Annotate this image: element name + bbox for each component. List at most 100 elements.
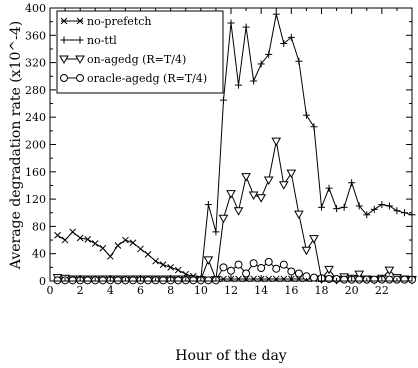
data-point-triangle	[226, 190, 236, 199]
data-point-triangle	[278, 181, 289, 190]
data-point-triangle	[271, 137, 282, 147]
data-point-triangle	[75, 55, 85, 65]
data-point-circle	[400, 275, 409, 284]
data-point-circle	[219, 263, 228, 272]
legend-label: no-prefetch	[87, 15, 151, 28]
x-tick-label: 8	[167, 284, 174, 297]
data-point-x-stroke	[76, 234, 84, 242]
data-point-circle	[204, 276, 213, 285]
data-point-triangle	[286, 169, 297, 179]
data-point-x-stroke	[60, 17, 68, 25]
data-point-triangle	[354, 270, 365, 280]
data-point-x-stroke	[106, 253, 114, 260]
data-point-triangle	[309, 235, 319, 244]
data-point-circle	[234, 260, 243, 269]
data-point-circle	[174, 276, 183, 285]
data-point-triangle	[248, 191, 259, 201]
data-point-circle	[385, 275, 394, 284]
data-point-circle	[83, 276, 92, 285]
x-tick-label: 16	[284, 284, 298, 297]
data-point-x-stroke	[137, 245, 144, 253]
series-3	[53, 257, 416, 285]
data-point-triangle	[59, 55, 69, 65]
data-point-triangle	[324, 265, 334, 275]
y-tick-label: 160	[25, 166, 46, 179]
data-point-circle	[309, 273, 318, 282]
data-point-x-stroke	[99, 244, 107, 252]
data-point-triangle	[263, 176, 274, 185]
data-point-circle	[257, 264, 266, 273]
legend-label: oracle-agedg (R=T/4)	[87, 72, 207, 85]
data-point-circle	[264, 257, 273, 266]
data-point-circle	[53, 276, 62, 285]
data-point-x-stroke	[84, 236, 92, 243]
data-point-circle	[128, 276, 137, 285]
data-point-circle	[272, 264, 281, 273]
data-point-circle	[98, 276, 107, 285]
y-tick-label: 240	[25, 111, 46, 124]
x-tick-label: 20	[345, 284, 359, 297]
x-tick-label: 4	[107, 284, 114, 297]
y-tick-label: 40	[32, 248, 46, 261]
x-tick-label: 0	[47, 284, 54, 297]
y-tick-label: 400	[25, 2, 46, 15]
data-point-x-stroke	[122, 236, 129, 244]
data-point-x-stroke	[129, 239, 137, 247]
legend-label: on-agedg (R=T/4)	[87, 53, 186, 66]
series-line	[57, 141, 413, 281]
data-point-triangle	[218, 214, 229, 224]
y-tick-label: 320	[25, 57, 46, 70]
data-point-circle	[60, 74, 68, 82]
data-point-triangle	[241, 173, 251, 182]
legend: no-prefetch no-ttl on-agedg (R=T/4) oracle-…	[56, 10, 224, 94]
data-point-circle	[242, 269, 251, 278]
data-point-circle	[287, 267, 296, 276]
y-tick-label: 0	[39, 275, 46, 288]
data-point-circle	[159, 276, 168, 285]
data-point-triangle	[203, 256, 214, 265]
data-point-x-stroke	[76, 17, 84, 25]
data-point-x-stroke	[91, 240, 99, 247]
x-tick-label: 10	[194, 284, 208, 297]
data-point-circle	[144, 276, 153, 285]
y-tick-label: 80	[32, 220, 46, 233]
y-tick-label: 280	[25, 84, 46, 97]
data-point-circle	[189, 276, 198, 285]
y-axis-title: Average degradation rate (x10^-4)	[8, 21, 24, 270]
data-point-triangle	[294, 210, 304, 220]
data-point-triangle	[233, 207, 244, 216]
data-point-x-stroke	[61, 236, 69, 244]
data-point-circle	[340, 275, 349, 284]
plot-area	[52, 10, 417, 285]
data-point-triangle	[384, 266, 395, 276]
data-point-circle	[68, 276, 77, 285]
data-point-circle	[294, 269, 303, 278]
data-point-triangle	[301, 246, 312, 256]
data-point-circle	[113, 276, 122, 285]
data-point-x-stroke	[174, 266, 182, 274]
data-point-circle	[355, 275, 364, 284]
legend-box	[56, 10, 224, 94]
data-point-x-stroke	[152, 257, 159, 265]
y-tick-label: 200	[25, 139, 46, 152]
x-tick-label: 2	[77, 284, 84, 297]
data-point-x-stroke	[144, 251, 152, 258]
data-point-triangle	[256, 194, 267, 203]
data-point-circle	[370, 275, 379, 284]
data-point-circle	[227, 266, 235, 275]
x-tick-label: 22	[375, 284, 389, 297]
x-tick-label: 12	[224, 284, 238, 297]
y-tick-label: 120	[25, 193, 46, 206]
data-point-circle	[279, 260, 288, 269]
x-axis-title: Hour of the day	[175, 348, 287, 364]
data-point-x-stroke	[54, 231, 61, 239]
data-point-x-stroke	[69, 228, 76, 236]
axes: 0 2 4 6 8 10 12 14 16 18 20 22 0 40 80 120 160 200 240 280 3…	[25, 2, 412, 297]
legend-label: no-ttl	[87, 34, 117, 47]
x-tick-label: 6	[137, 284, 144, 297]
data-point-x-stroke	[159, 261, 167, 268]
x-tick-label: 18	[315, 284, 329, 297]
data-point-x-stroke	[114, 242, 122, 249]
series-2	[52, 137, 417, 285]
